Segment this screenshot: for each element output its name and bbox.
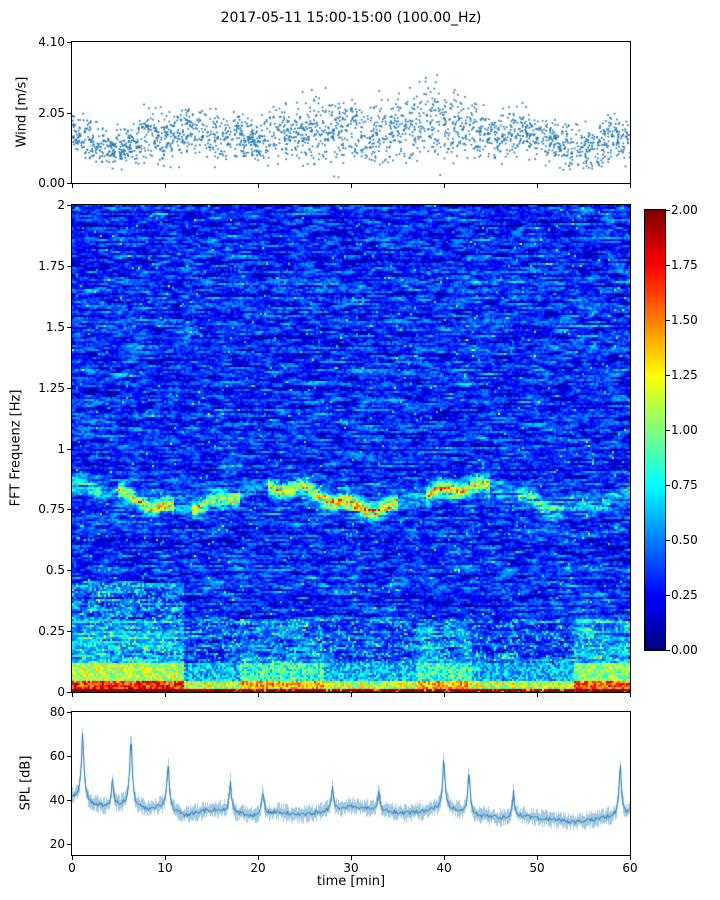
tick-mark (67, 692, 71, 693)
tick-mark (72, 693, 73, 697)
tick-mark (537, 856, 538, 860)
tick-mark (630, 856, 631, 860)
spectrogram-ytick-label: 0.25 (38, 624, 65, 639)
tick-mark (67, 756, 71, 757)
tick-mark (351, 184, 352, 188)
colorbar-tick-label: 2.00 (671, 203, 698, 217)
tick-mark (537, 693, 538, 697)
x-tick-label: 50 (529, 861, 545, 875)
tick-mark (258, 693, 259, 697)
wind-scatter-plot (72, 42, 630, 183)
tick-mark (165, 856, 166, 860)
figure-title: 2017-05-11 15:00-15:00 (100.00_Hz) (220, 10, 482, 26)
tick-mark (67, 631, 71, 632)
spectrogram-ytick-label: 0.75 (38, 502, 65, 517)
spectrogram-heatmap (72, 205, 630, 692)
colorbar-tick-label: 1.75 (671, 258, 698, 272)
spectrogram-panel (71, 204, 631, 693)
spectrogram-ytick-label: 1.25 (38, 380, 65, 395)
wind-ytick-label: 4.10 (38, 35, 65, 49)
wind-ytick-label: 2.05 (38, 105, 65, 120)
x-tick-label: 20 (250, 861, 266, 875)
spl-ytick-label: 20 (49, 837, 65, 851)
tick-mark (67, 712, 71, 713)
tick-mark (72, 856, 73, 860)
tick-mark (258, 184, 259, 188)
colorbar-tick-label: 0.50 (671, 533, 698, 547)
tick-mark (666, 375, 670, 376)
tick-mark (666, 320, 670, 321)
tick-mark (444, 693, 445, 697)
colorbar-tick-label: 1.50 (671, 313, 698, 327)
tick-mark (67, 844, 71, 845)
tick-mark (351, 693, 352, 697)
tick-mark (666, 265, 670, 266)
tick-mark (67, 42, 71, 43)
spectrogram-ytick-label: 2 (57, 198, 65, 212)
tick-mark (67, 800, 71, 801)
spectrogram-y-axis-label: FFT Frequenz [Hz] (8, 389, 24, 507)
x-tick-label: 40 (436, 861, 452, 875)
tick-mark (67, 509, 71, 510)
wind-ytick-label: 0.00 (38, 176, 65, 190)
spl-line-plot (72, 712, 630, 855)
spectrogram-ytick-label: 1 (57, 441, 65, 456)
spl-y-axis-label: SPL [dB] (18, 755, 34, 811)
tick-mark (258, 856, 259, 860)
spl-ytick-label: 40 (49, 793, 65, 807)
tick-mark (351, 856, 352, 860)
tick-mark (444, 856, 445, 860)
tick-mark (666, 430, 670, 431)
spectrogram-ytick-label: 1.5 (45, 319, 65, 334)
spectrogram-ytick-label: 0.5 (45, 563, 65, 578)
tick-mark (666, 540, 670, 541)
tick-mark (630, 693, 631, 697)
wind-y-axis-label: Wind [m/s] (14, 76, 30, 148)
tick-mark (165, 693, 166, 697)
tick-mark (67, 183, 71, 184)
tick-mark (67, 327, 71, 328)
spl-panel (71, 711, 631, 856)
colorbar-tick-label: 1.25 (671, 368, 698, 382)
x-axis-label: time [min] (316, 874, 386, 889)
tick-mark (165, 184, 166, 188)
tick-mark (666, 595, 670, 596)
x-tick-label: 10 (157, 861, 173, 875)
tick-mark (67, 266, 71, 267)
tick-mark (72, 184, 73, 188)
tick-mark (67, 570, 71, 571)
x-tick-label: 60 (622, 861, 638, 875)
colorbar-tick-label: 0.25 (671, 588, 698, 602)
tick-mark (666, 210, 670, 211)
colorbar-tick-label: 0.00 (671, 643, 698, 657)
x-tick-label: 0 (68, 861, 76, 875)
x-tick-label: 30 (343, 861, 359, 875)
tick-mark (67, 388, 71, 389)
colorbar-tick-label: 0.75 (671, 478, 698, 492)
tick-mark (666, 650, 670, 651)
tick-mark (630, 184, 631, 188)
spl-ytick-label: 80 (49, 705, 65, 719)
tick-mark (444, 184, 445, 188)
colorbar (645, 210, 665, 650)
tick-mark (67, 449, 71, 450)
tick-mark (67, 205, 71, 206)
tick-mark (666, 485, 670, 486)
spectrogram-ytick-label: 0 (57, 685, 65, 699)
colorbar-panel (644, 209, 666, 651)
wind-panel (71, 41, 631, 184)
spl-ytick-label: 60 (49, 749, 65, 763)
tick-mark (537, 184, 538, 188)
colorbar-tick-label: 1.00 (671, 423, 698, 437)
spectrogram-ytick-label: 1.75 (38, 258, 65, 273)
tick-mark (67, 113, 71, 114)
